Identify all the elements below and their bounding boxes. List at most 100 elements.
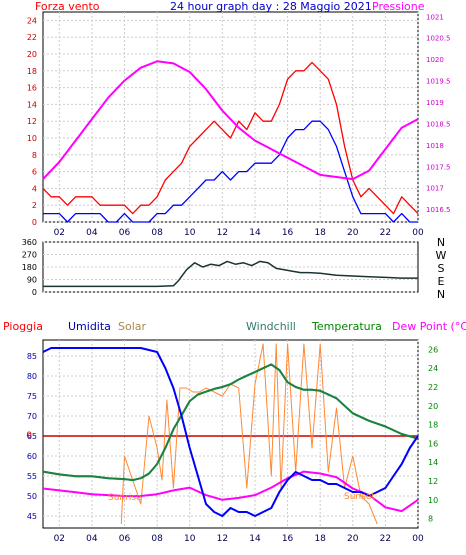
p1-x-tick: 08 xyxy=(151,228,163,238)
p2-y-tick: 270 xyxy=(22,251,37,260)
wind-label: Forza vento xyxy=(35,0,100,13)
p1-x-tick: 16 xyxy=(282,228,294,238)
panel-1-frame xyxy=(42,11,419,223)
rain-label: Pioggia xyxy=(3,320,43,333)
p1-y-left-tick: 12 xyxy=(27,117,37,126)
compass-label: N xyxy=(437,236,445,249)
compass-label: S xyxy=(438,262,445,275)
p1-y-left-tick: 10 xyxy=(27,134,37,143)
p3-y-right-tick: 26 xyxy=(428,345,438,354)
p3-y-left-tick: 80 xyxy=(27,372,37,381)
p2-y-tick: 180 xyxy=(22,263,37,272)
sunset-label: Sunset xyxy=(344,492,375,502)
p2-y-tick: 360 xyxy=(22,238,37,247)
humidity-label: Umidita xyxy=(68,320,111,333)
p1-y-left-tick: 2 xyxy=(32,201,37,210)
p1-x-tick: 14 xyxy=(249,228,261,238)
p3-y-left-tick: 55 xyxy=(27,472,37,481)
p3-x-tick: 00 xyxy=(412,534,424,544)
p1-y-right-tick: 1020 xyxy=(426,56,444,64)
compass-label: N xyxy=(437,288,445,301)
p3-y-right-tick: 16 xyxy=(428,439,438,448)
series-dewpoint xyxy=(42,470,419,513)
p3-y-left-tick: 45 xyxy=(27,512,37,521)
p3-x-tick: 12 xyxy=(217,534,228,544)
p3-y-left-tick: 70 xyxy=(27,412,37,421)
p3-y-right-tick: 24 xyxy=(428,364,438,373)
p1-y-left-tick: 0 xyxy=(32,218,37,227)
compass-label: E xyxy=(438,275,445,288)
p1-y-right-tick: 1017 xyxy=(426,185,444,193)
p1-x-tick: 04 xyxy=(86,228,98,238)
sunrise-label: Sunrise xyxy=(108,493,142,503)
p1-y-right-tick: 1021 xyxy=(426,13,444,21)
p3-x-tick: 04 xyxy=(86,534,98,544)
p1-y-right-tick: 1018.5 xyxy=(426,120,451,128)
p3-x-tick: 02 xyxy=(54,534,65,544)
p1-x-tick: 00 xyxy=(412,228,424,238)
p1-x-tick: 22 xyxy=(380,228,391,238)
p2-y-tick: 0 xyxy=(32,288,37,297)
p3-y-right-tick: 10 xyxy=(428,496,438,505)
p3-y-right-tick: 12 xyxy=(428,477,438,486)
series-windchill xyxy=(42,363,419,482)
p3-x-tick: 08 xyxy=(151,534,163,544)
series-solar xyxy=(120,343,378,525)
p3-y-right-tick: 8 xyxy=(428,515,433,524)
series-humidity xyxy=(42,347,419,517)
p3-y-right-tick: 20 xyxy=(428,402,438,411)
p3-x-tick: 06 xyxy=(119,534,131,544)
p1-y-left-tick: 14 xyxy=(27,100,37,109)
p3-x-tick: 20 xyxy=(347,534,359,544)
windchill-label: Windchill xyxy=(246,320,296,333)
p3-y-left-tick: 50 xyxy=(27,492,37,501)
p1-y-left-tick: 6 xyxy=(32,168,37,177)
p3-y-left-tick: 60 xyxy=(27,452,37,461)
p1-x-tick: 12 xyxy=(217,228,228,238)
p1-y-left-tick: 24 xyxy=(27,16,37,25)
p3-y-right-tick: 22 xyxy=(428,383,438,392)
p2-y-tick: 90 xyxy=(27,276,37,285)
p3-x-tick: 16 xyxy=(282,534,294,544)
p1-y-left-tick: 16 xyxy=(27,84,37,93)
compass-label: W xyxy=(436,249,447,262)
p1-y-left-tick: 4 xyxy=(32,184,37,193)
rain-zero-label: 0 xyxy=(26,431,32,441)
page-title: 24 hour graph day : 28 Maggio 2021 xyxy=(170,0,372,13)
series-gust xyxy=(42,61,419,215)
p1-x-tick: 02 xyxy=(54,228,65,238)
p1-x-tick: 18 xyxy=(314,228,326,238)
p1-y-right-tick: 1018 xyxy=(426,142,444,150)
p1-y-left-tick: 20 xyxy=(27,50,37,59)
p3-x-tick: 14 xyxy=(249,534,261,544)
p3-y-left-tick: 75 xyxy=(27,392,37,401)
p1-y-right-tick: 1019.5 xyxy=(426,78,451,86)
series-pressure xyxy=(42,60,419,181)
p1-y-right-tick: 1017.5 xyxy=(426,163,451,171)
pressure-label: Pressione xyxy=(372,0,425,13)
temperature-label: Temperatura xyxy=(311,320,382,333)
p1-y-left-tick: 18 xyxy=(27,67,37,76)
p3-y-left-tick: 65 xyxy=(27,432,37,441)
p3-y-left-tick: 85 xyxy=(27,352,37,361)
p3-x-tick: 18 xyxy=(314,534,326,544)
p1-x-tick: 06 xyxy=(119,228,131,238)
p1-y-right-tick: 1020.5 xyxy=(426,35,451,43)
p1-y-right-tick: 1016.5 xyxy=(426,206,451,214)
p1-y-left-tick: 8 xyxy=(32,151,37,160)
p1-y-left-tick: 22 xyxy=(27,33,37,42)
p3-y-right-tick: 14 xyxy=(428,458,438,467)
panel-3-frame xyxy=(42,339,419,529)
p1-x-tick: 10 xyxy=(184,228,196,238)
series-direction xyxy=(43,260,418,288)
series-wind xyxy=(43,120,418,223)
p1-y-right-tick: 1019 xyxy=(426,99,444,107)
solar-label: Solar xyxy=(118,320,147,333)
p3-x-tick: 10 xyxy=(184,534,196,544)
dewpoint-label: Dew Point (°C) xyxy=(392,320,466,333)
p1-x-tick: 20 xyxy=(347,228,359,238)
p3-x-tick: 22 xyxy=(380,534,391,544)
p3-y-right-tick: 18 xyxy=(428,421,438,430)
